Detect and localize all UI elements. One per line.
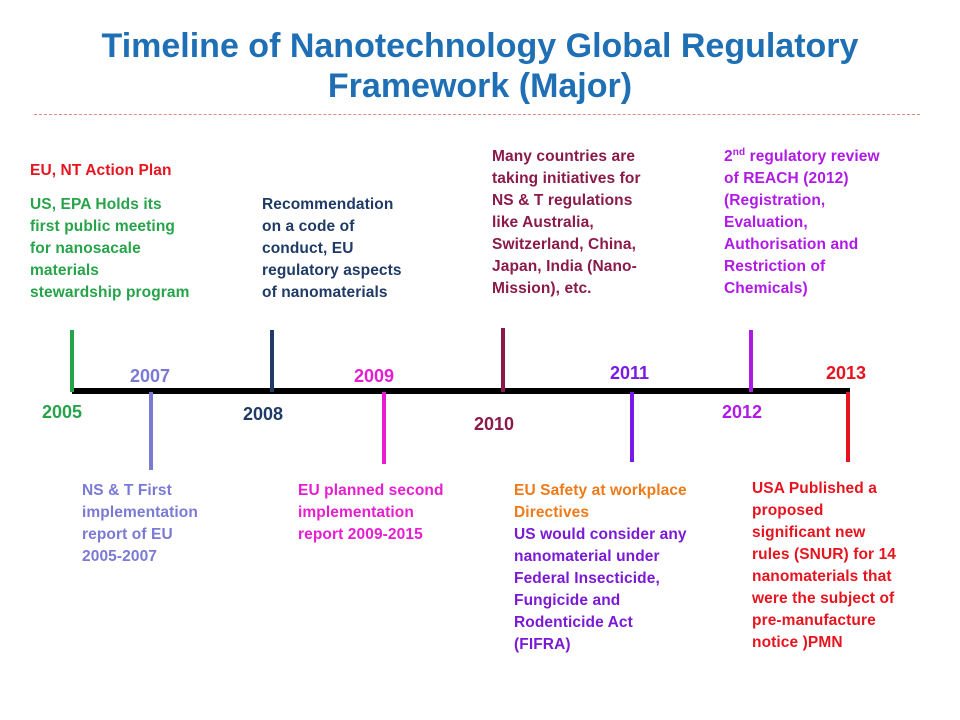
tick-2009 xyxy=(382,392,386,464)
event-recommendation: Recommendation on a code of conduct, EU … xyxy=(262,194,402,304)
event-line: 2nd regulatory review xyxy=(724,146,880,168)
event-eu-nt-action-plan-text: EU, NT Action Plan xyxy=(30,162,172,179)
year-2012: 2012 xyxy=(722,402,763,422)
tick-2011 xyxy=(630,392,634,462)
event-line: EU planned second xyxy=(298,482,444,499)
event-line: 2005-2007 xyxy=(82,548,158,565)
event-line: report 2009-2015 xyxy=(298,526,423,543)
title-line-2: Framework (Major) xyxy=(327,67,633,105)
reach-ordinal-suffix: nd xyxy=(732,146,746,158)
event-us-epa: US, EPA Holds its first public meeting f… xyxy=(30,194,190,304)
event-line: NS & T regulations xyxy=(492,192,633,209)
event-us-fifra: US would consider any nanomaterial under… xyxy=(514,524,687,656)
event-eu-nt-action-plan: EU, NT Action Plan xyxy=(30,160,172,182)
tick-2012 xyxy=(749,330,753,392)
event-line: Japan, India (Nano- xyxy=(492,258,637,275)
event-line: US would consider any xyxy=(514,526,687,543)
year-2009: 2009 xyxy=(354,366,395,386)
title-line-1: Timeline of Nanotechnology Global Regula… xyxy=(101,27,859,65)
event-eu-second: EU planned second implementation report … xyxy=(298,480,444,546)
event-line: on a code of xyxy=(262,218,355,235)
year-2010: 2010 xyxy=(474,414,515,434)
event-line: Fungicide and xyxy=(514,592,621,609)
tick-2010 xyxy=(501,328,505,392)
tick-2008 xyxy=(270,330,274,392)
event-line: (Registration, xyxy=(724,192,826,209)
year-2007: 2007 xyxy=(130,366,171,386)
event-line: implementation xyxy=(298,504,414,521)
event-line: Many countries are xyxy=(492,148,636,165)
event-line: for nanosacale xyxy=(30,240,141,257)
event-reach-review: 2nd regulatory review of REACH (2012) (R… xyxy=(724,146,880,300)
event-line: Evaluation, xyxy=(724,214,808,231)
event-line: US, EPA Holds its xyxy=(30,196,162,213)
event-line: significant new xyxy=(752,524,866,541)
event-line: nanomaterial under xyxy=(514,548,660,565)
event-line: Federal Insecticide, xyxy=(514,570,660,587)
event-eu-safety: EU Safety at workplace Directives xyxy=(514,480,687,524)
event-line: EU Safety at workplace xyxy=(514,482,687,499)
event-line: were the subject of xyxy=(752,590,895,607)
event-line: implementation xyxy=(82,504,198,521)
year-2005: 2005 xyxy=(42,402,83,422)
event-line: proposed xyxy=(752,502,824,519)
reach-line-rest: regulatory review xyxy=(745,148,880,165)
event-line: Switzerland, China, xyxy=(492,236,637,253)
tick-2013 xyxy=(846,392,850,462)
event-line: USA Published a xyxy=(752,480,877,497)
reach-ordinal: 2 xyxy=(724,148,733,165)
event-line: nanomaterials that xyxy=(752,568,892,585)
event-line: rules (SNUR) for 14 xyxy=(752,546,897,563)
tick-2005 xyxy=(70,330,74,392)
event-line: of nanomaterials xyxy=(262,284,388,301)
event-line: NS & T First xyxy=(82,482,172,499)
event-ns-t-first: NS & T First implementation report of EU… xyxy=(82,480,198,568)
tick-2007 xyxy=(149,392,153,470)
event-line: like Australia, xyxy=(492,214,594,231)
event-line: Recommendation xyxy=(262,196,394,213)
event-line: of REACH (2012) xyxy=(724,170,849,187)
event-line: Mission), etc. xyxy=(492,280,592,297)
event-usa-snur: USA Published a proposed significant new… xyxy=(752,478,896,654)
event-line: first public meeting xyxy=(30,218,175,235)
event-line: Rodenticide Act xyxy=(514,614,633,631)
event-line: pre-manufacture xyxy=(752,612,876,629)
event-line: Authorisation and xyxy=(724,236,859,253)
year-2013: 2013 xyxy=(826,363,867,383)
event-line: Restriction of xyxy=(724,258,826,275)
event-line: Chemicals) xyxy=(724,280,808,297)
year-2008: 2008 xyxy=(243,404,284,424)
event-many-countries: Many countries are taking initiatives fo… xyxy=(492,146,641,300)
event-line: regulatory aspects xyxy=(262,262,402,279)
event-line: conduct, EU xyxy=(262,240,354,257)
event-line: taking initiatives for xyxy=(492,170,641,187)
event-line: notice )PMN xyxy=(752,634,843,651)
title-divider xyxy=(34,114,920,115)
timeline-axis xyxy=(72,388,850,394)
page-title: Timeline of Nanotechnology Global Regula… xyxy=(0,26,960,106)
event-line: Directives xyxy=(514,504,590,521)
event-line: report of EU xyxy=(82,526,173,543)
event-line: stewardship program xyxy=(30,284,190,301)
event-line: (FIFRA) xyxy=(514,636,571,653)
year-2011: 2011 xyxy=(610,363,650,383)
event-line: materials xyxy=(30,262,99,279)
